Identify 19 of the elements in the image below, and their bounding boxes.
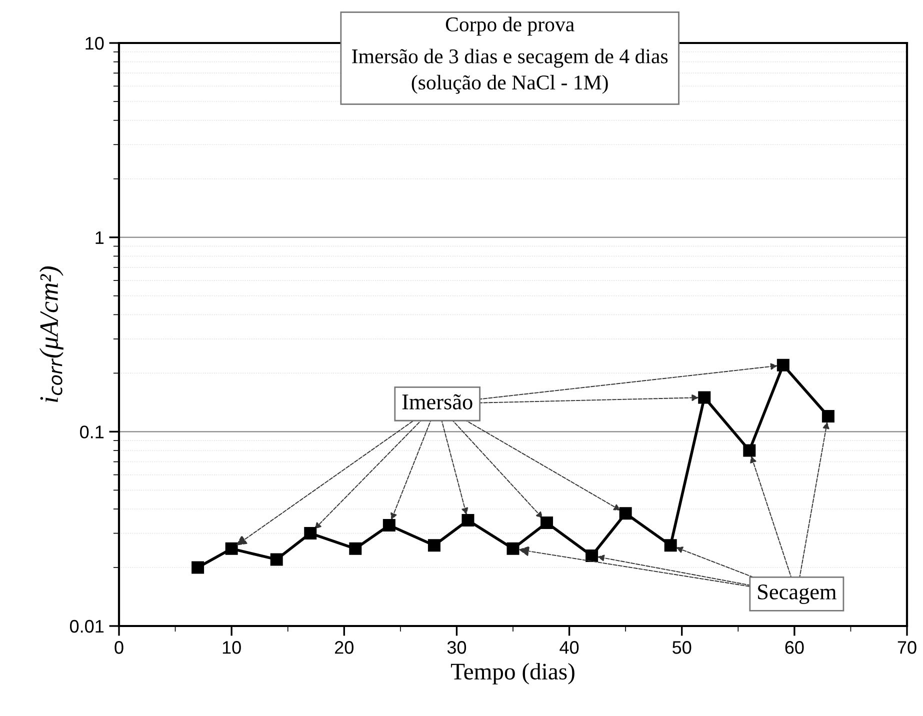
x-tick-label: 60 — [785, 641, 804, 654]
y-tick-label: 10 — [86, 36, 104, 50]
x-tick-label: 0 — [114, 641, 124, 654]
text: Corpo de prova — [446, 16, 574, 36]
annotation: (solução de NaCl - 1M) — [412, 74, 608, 94]
x-tick-label: 70 — [898, 641, 916, 654]
y-axis-title: i$_{corr}$(μA/cm²) — [39, 266, 64, 402]
x-tick-label: 20 — [335, 641, 354, 654]
y-tick-label: 0.1 — [80, 426, 104, 438]
x-tick-label: 10 — [222, 641, 241, 654]
x-axis-title: Tempo (dias) — [450, 662, 574, 684]
y-tick-label: 1 — [96, 231, 104, 244]
x-tick-label: 30 — [447, 641, 466, 654]
y-tick-label: 0.01 — [70, 620, 104, 633]
annotation: Imersão — [402, 394, 472, 410]
annotation: Secagem — [758, 584, 836, 604]
annotation: Imersão de 3 dias e secagem de 4 dias — [352, 48, 668, 68]
x-tick-label: 50 — [672, 641, 692, 654]
x-tick-label: 40 — [560, 641, 579, 654]
